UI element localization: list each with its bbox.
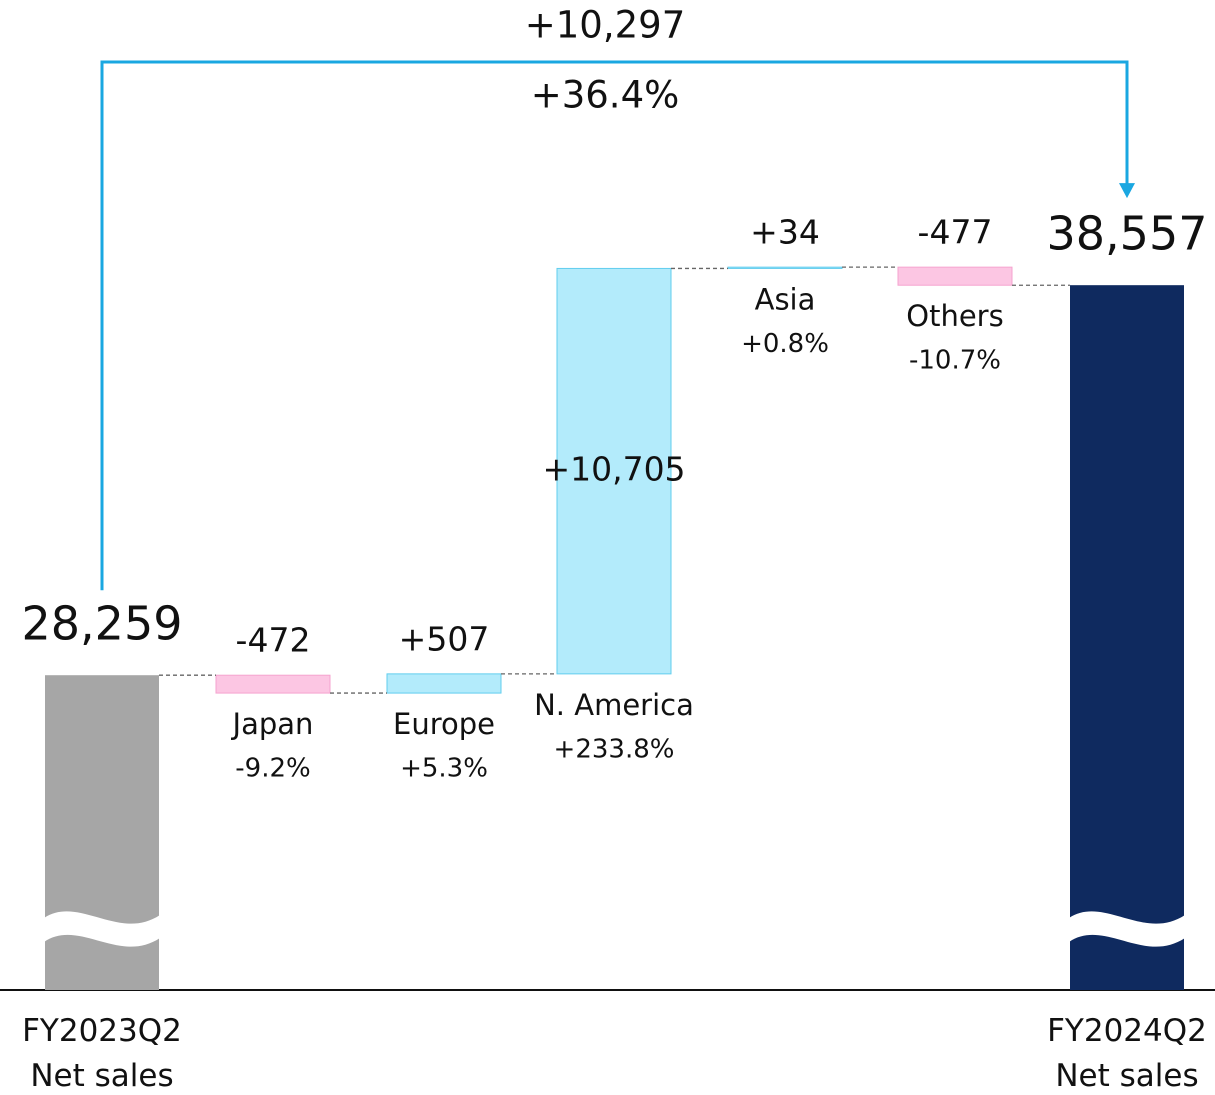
bar bbox=[215, 674, 331, 694]
value-label: +507 bbox=[399, 619, 490, 658]
bar bbox=[386, 673, 502, 694]
change-label: +5.3% bbox=[400, 754, 488, 784]
category-label: Japan bbox=[231, 707, 314, 741]
change-label: +233.8% bbox=[554, 734, 675, 764]
x-tick-label: FY2023Q2 Net sales bbox=[22, 1013, 182, 1094]
category-label: N. America bbox=[534, 688, 694, 722]
category-label: Others bbox=[906, 299, 1003, 333]
axis-break bbox=[44, 911, 160, 947]
total-label: 28,259 bbox=[22, 597, 183, 651]
total-change-pct-label: +36.4% bbox=[531, 74, 680, 117]
bar bbox=[556, 267, 672, 675]
value-label: +34 bbox=[750, 213, 820, 252]
category-label: Europe bbox=[393, 707, 495, 741]
value-label: -477 bbox=[918, 213, 993, 252]
axis-break bbox=[1069, 911, 1185, 947]
total-label: 38,557 bbox=[1047, 207, 1208, 261]
bar bbox=[1070, 285, 1184, 990]
bar bbox=[727, 266, 843, 269]
total-change-arrow bbox=[100, 60, 1129, 591]
total-change-label: +10,297 bbox=[525, 4, 685, 47]
value-label: +10,705 bbox=[542, 450, 685, 489]
value-label: -472 bbox=[236, 621, 311, 660]
change-label: +0.8% bbox=[741, 329, 829, 359]
arrow-head bbox=[1119, 183, 1135, 199]
change-label: -10.7% bbox=[909, 346, 1001, 376]
category-label: Asia bbox=[755, 282, 816, 316]
change-label: -9.2% bbox=[235, 754, 310, 784]
x-tick-label: FY2024Q2 Net sales bbox=[1047, 1013, 1207, 1094]
bar bbox=[897, 266, 1013, 286]
